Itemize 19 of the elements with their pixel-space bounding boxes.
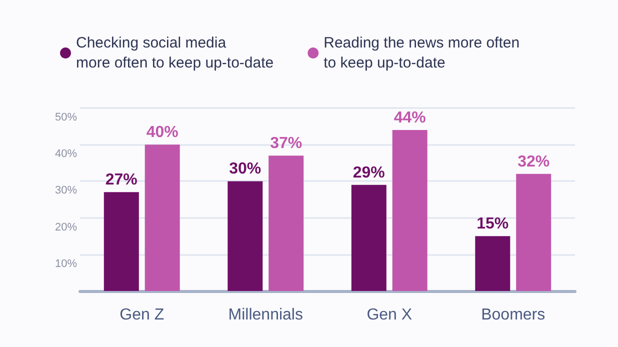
- data-label: 30%: [229, 160, 262, 178]
- y-tick-label: 10%: [55, 258, 78, 270]
- data-label: 32%: [518, 153, 550, 170]
- y-tick-label: 30%: [55, 184, 78, 197]
- y-tick-label: 40%: [55, 148, 78, 160]
- y-tick-label: 20%: [55, 221, 78, 234]
- x-tick-label: Boomers: [481, 306, 546, 324]
- data-label: 15%: [476, 216, 509, 233]
- legend-label: Reading the news more often to keep up-to-date: [324, 34, 520, 72]
- data-label: 40%: [146, 124, 178, 142]
- data-label: 27%: [105, 172, 138, 189]
- y-tick-label: 50%: [55, 112, 78, 124]
- x-tick-label: Gen X: [366, 306, 412, 324]
- data-label: 37%: [270, 135, 302, 152]
- data-label: 29%: [352, 164, 385, 182]
- legend-label: Checking social media more often to keep up-to-date: [76, 34, 274, 72]
- x-tick-label: Millennials: [228, 306, 303, 324]
- data-label: 44%: [394, 109, 426, 126]
- x-tick-label: Gen Z: [120, 306, 164, 324]
